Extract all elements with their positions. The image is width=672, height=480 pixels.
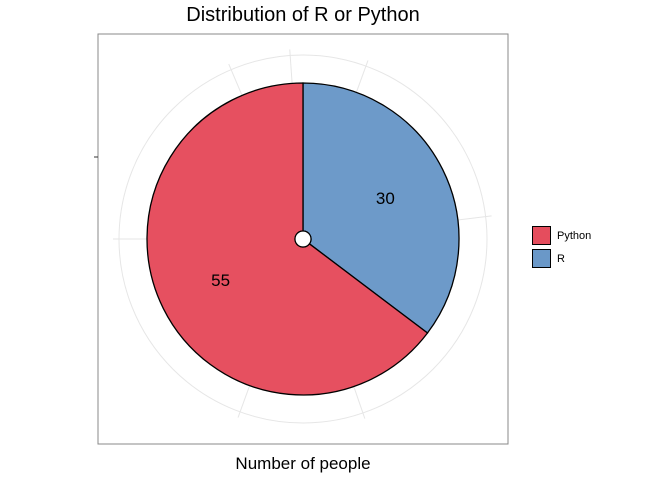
data-label-r: 30 — [376, 189, 395, 208]
legend-swatch-python — [532, 226, 551, 245]
chart-title: Distribution of R or Python — [186, 4, 420, 26]
legend-item-r: R — [532, 247, 591, 270]
data-label-python: 55 — [211, 271, 230, 290]
legend-item-python: Python — [532, 224, 591, 247]
legend-label-python: Python — [557, 229, 592, 242]
pie-center-hole — [294, 230, 312, 248]
legend: Python R — [532, 224, 591, 270]
legend-label-r: R — [557, 252, 565, 265]
x-axis-label: Number of people — [235, 454, 371, 473]
legend-swatch-r — [532, 249, 551, 268]
